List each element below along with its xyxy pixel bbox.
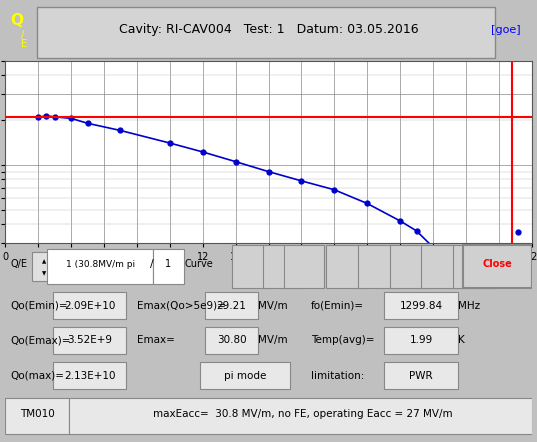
Text: Qo(max)=: Qo(max)= [11,370,64,381]
FancyBboxPatch shape [53,327,126,354]
Text: Temp(avg)=: Temp(avg)= [310,335,374,345]
Text: /: / [150,259,154,269]
FancyBboxPatch shape [153,249,184,284]
FancyBboxPatch shape [453,244,492,288]
FancyBboxPatch shape [326,244,366,288]
Text: 2.13E+10: 2.13E+10 [64,370,115,381]
Text: 30.80: 30.80 [217,335,246,345]
FancyBboxPatch shape [5,398,69,434]
Text: 1: 1 [165,259,172,269]
Text: ▲: ▲ [42,259,46,264]
Text: MV/m: MV/m [258,301,288,311]
Text: 2.09E+10: 2.09E+10 [64,301,115,311]
Text: Cavity: RI-CAV004   Test: 1   Datum: 03.05.2016: Cavity: RI-CAV004 Test: 1 Datum: 03.05.2… [119,23,418,36]
FancyBboxPatch shape [53,362,126,389]
FancyBboxPatch shape [463,244,532,288]
Text: fo(Emin)=: fo(Emin)= [310,301,364,311]
FancyBboxPatch shape [69,398,532,434]
FancyBboxPatch shape [389,244,429,288]
Text: PWR: PWR [409,370,433,381]
Text: 1 (30.8MV/m pi: 1 (30.8MV/m pi [66,259,135,269]
Text: Emax(Qo>5e9)=: Emax(Qo>5e9)= [137,301,226,311]
FancyBboxPatch shape [231,244,271,288]
FancyBboxPatch shape [205,327,258,354]
Text: Qo(Emax)=: Qo(Emax)= [11,335,71,345]
Text: limitation:: limitation: [310,370,364,381]
Text: pi mode: pi mode [223,370,266,381]
FancyBboxPatch shape [32,251,55,281]
Text: maxEacc=  30.8 MV/m, no FE, operating Eacc = 27 MV/m: maxEacc= 30.8 MV/m, no FE, operating Eac… [153,409,453,419]
FancyBboxPatch shape [284,244,324,288]
Text: Q/E: Q/E [11,259,27,269]
FancyBboxPatch shape [37,7,495,58]
FancyBboxPatch shape [263,244,303,288]
FancyBboxPatch shape [200,362,289,389]
Text: Emax=: Emax= [137,335,175,345]
Text: K: K [458,335,465,345]
Text: Q: Q [11,13,24,28]
FancyBboxPatch shape [205,293,258,320]
FancyBboxPatch shape [384,362,458,389]
Text: Curve: Curve [184,259,213,269]
Text: TM010: TM010 [19,409,54,419]
Text: /
E: / E [21,30,27,49]
FancyBboxPatch shape [47,249,153,284]
Text: ▼: ▼ [42,271,46,276]
Text: 29.21: 29.21 [217,301,246,311]
FancyBboxPatch shape [421,244,461,288]
FancyBboxPatch shape [384,327,458,354]
Text: 1299.84: 1299.84 [400,301,442,311]
FancyBboxPatch shape [384,293,458,320]
Text: MHz: MHz [458,301,480,311]
FancyBboxPatch shape [53,293,126,320]
Text: MV/m: MV/m [258,335,288,345]
FancyBboxPatch shape [358,244,397,288]
Text: Close: Close [483,259,512,269]
Text: 3.52E+9: 3.52E+9 [67,335,112,345]
Text: [goe]: [goe] [491,25,521,35]
Text: 1.99: 1.99 [410,335,433,345]
Text: Qo(Emin)=: Qo(Emin)= [11,301,68,311]
